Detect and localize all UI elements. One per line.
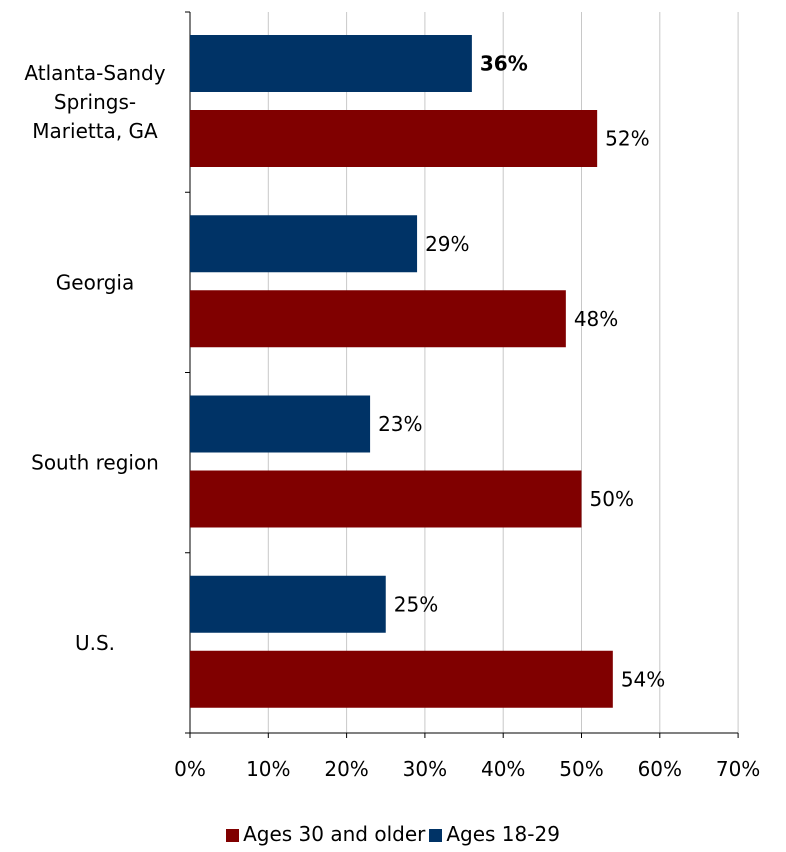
- bar-ages-30-and-older-1: [190, 290, 566, 348]
- x-tick-label-6: 60%: [638, 757, 682, 781]
- data-label-0-2: 23%: [378, 412, 422, 436]
- category-label-line: Atlanta-Sandy: [24, 61, 165, 85]
- data-label-0-3: 25%: [394, 592, 438, 616]
- x-tick-label-3: 30%: [403, 757, 447, 781]
- data-label-1-3: 54%: [621, 667, 665, 691]
- data-label-0-0: 36%: [480, 52, 528, 76]
- data-label-1-0: 52%: [605, 127, 649, 151]
- bar-ages-30-and-older-3: [190, 650, 613, 708]
- category-label-line: U.S.: [75, 631, 115, 655]
- data-label-1-2: 50%: [590, 487, 634, 511]
- bar-chart: 0% 10% 20% 30% 40% 50% 60% 70% 36% 29% 23% 25% 52% 48…: [24, 11, 760, 781]
- data-label-0-1: 29%: [425, 232, 469, 256]
- x-tick-label-0: 0%: [174, 757, 206, 781]
- bar-ages-30-and-older-0: [190, 110, 598, 167]
- x-tick-label-5: 50%: [559, 757, 603, 781]
- category-label-line: South region: [31, 451, 159, 475]
- bar-ages-18-29-3: [190, 575, 386, 633]
- category-label-0: Atlanta-Sandy Springs- Marietta, GA: [24, 61, 165, 143]
- category-label-line: Springs-: [54, 90, 136, 114]
- category-label-line: Georgia: [56, 270, 134, 294]
- legend-label: Ages 30 and older: [243, 822, 426, 846]
- bar-ages-30-and-older-2: [190, 470, 582, 528]
- x-tick-label-2: 20%: [324, 757, 368, 781]
- legend-swatch: [226, 829, 240, 842]
- legend-swatch: [429, 829, 443, 842]
- x-tick-label-4: 40%: [481, 757, 525, 781]
- bar-ages-18-29-0: [190, 35, 472, 92]
- category-label-1: Georgia: [56, 270, 134, 294]
- chart-legend: Ages 30 and older Ages 18-29: [0, 822, 786, 846]
- bar-ages-18-29-1: [190, 215, 418, 273]
- category-label-line: Marietta, GA: [32, 119, 158, 143]
- legend-item-1: Ages 18-29: [429, 822, 560, 846]
- data-label-1-1: 48%: [574, 307, 618, 331]
- x-tick-label-1: 10%: [246, 757, 290, 781]
- legend-item-0: Ages 30 and older: [226, 822, 425, 846]
- category-label-3: U.S.: [75, 631, 115, 655]
- x-tick-label-7: 70%: [716, 757, 760, 781]
- legend-label: Ages 18-29: [446, 822, 560, 846]
- bar-ages-18-29-2: [190, 395, 371, 453]
- category-label-2: South region: [31, 451, 159, 475]
